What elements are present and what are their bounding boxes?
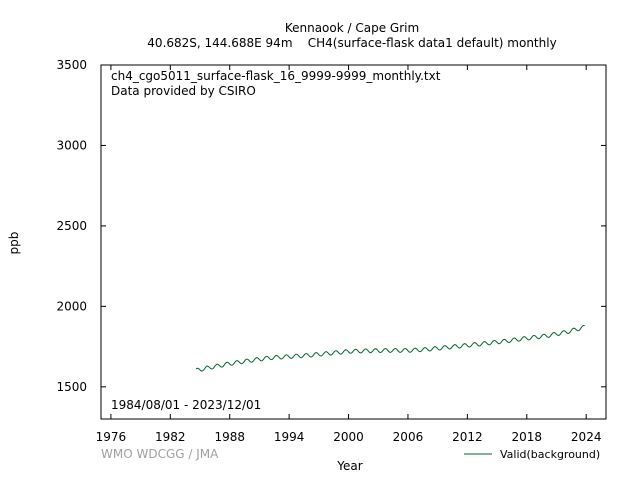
y-tick-label: 2500: [56, 219, 87, 233]
legend: Valid(background): [464, 448, 600, 461]
x-tick-label: 1988: [214, 430, 245, 444]
x-tick-label: 2018: [512, 430, 543, 444]
x-axis-ticks: 1976 1982 1988 1994 2000 2006 2012 2018 2024: [96, 65, 602, 444]
period-note: 1984/08/01 - 2023/12/01: [111, 398, 261, 412]
chart-title: Kennaook / Cape Grim: [285, 21, 419, 35]
x-tick-label: 1994: [274, 430, 305, 444]
x-tick-label: 1976: [96, 430, 127, 444]
x-axis-label: Year: [336, 459, 362, 473]
credit-text: WMO WDCGG / JMA: [101, 447, 219, 461]
y-axis-label: ppb: [7, 232, 21, 255]
provider-note: Data provided by CSIRO: [111, 84, 256, 98]
series-line-valid-background: [195, 324, 585, 372]
x-tick-label: 2000: [333, 430, 364, 444]
x-tick-label: 1982: [155, 430, 186, 444]
y-tick-label: 3000: [56, 138, 87, 152]
y-tick-label: 3500: [56, 58, 87, 72]
y-axis-ticks: 1500 2000 2500 3000 3500: [56, 58, 606, 394]
x-tick-label: 2024: [571, 430, 602, 444]
y-tick-label: 1500: [56, 380, 87, 394]
x-tick-label: 2012: [452, 430, 483, 444]
legend-label: Valid(background): [500, 448, 600, 461]
x-tick-label: 2006: [393, 430, 424, 444]
chart-subtitle: 40.682S, 144.688E 94m CH4(surface-flask …: [147, 36, 556, 50]
y-tick-label: 2000: [56, 299, 87, 313]
file-note: ch4_cgo5011_surface-flask_16_9999-9999_m…: [111, 69, 441, 83]
plot-frame: [100, 64, 607, 420]
